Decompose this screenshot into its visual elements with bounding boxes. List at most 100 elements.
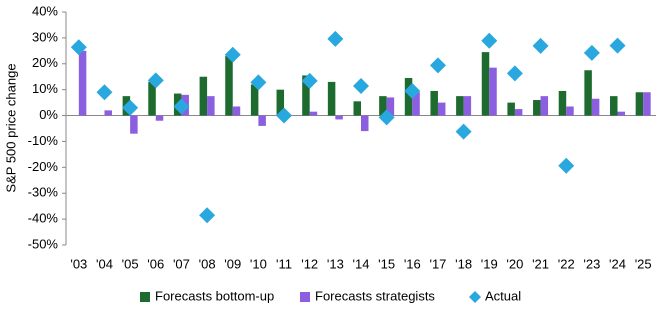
marker	[353, 78, 369, 95]
marker	[506, 65, 523, 82]
bar	[335, 115, 343, 120]
y-tick-label: -30%	[28, 185, 59, 200]
bar	[507, 102, 515, 116]
bar	[386, 97, 395, 116]
bar	[327, 81, 336, 116]
bar	[353, 101, 361, 116]
legend-swatch	[300, 292, 310, 302]
marker	[96, 84, 113, 101]
y-tick-label: -50%	[28, 236, 59, 251]
marker	[250, 74, 267, 91]
bar	[456, 96, 464, 116]
marker	[224, 46, 241, 63]
bar	[566, 106, 574, 116]
bar	[591, 98, 600, 116]
bar	[148, 81, 156, 116]
x-tick-label: '05	[122, 256, 139, 271]
bar	[258, 115, 266, 126]
bar	[481, 52, 490, 116]
y-tick-label: -40%	[28, 211, 59, 226]
bar	[276, 89, 285, 116]
x-tick-label: '09	[224, 256, 241, 271]
bar	[635, 92, 644, 116]
legend-swatch	[140, 292, 150, 302]
bar	[610, 96, 618, 116]
x-tick-label: '10	[250, 256, 267, 271]
x-tick-label: '14	[353, 256, 370, 271]
y-tick-label: 20%	[32, 55, 58, 70]
legend-label: Forecasts bottom-up	[155, 288, 274, 303]
bar	[489, 67, 497, 116]
bar	[463, 96, 472, 116]
x-tick-label: '11	[276, 256, 292, 271]
x-tick-label: '12	[301, 256, 318, 271]
bar	[361, 115, 369, 132]
x-tick-label: '22	[558, 256, 575, 271]
bar	[617, 111, 626, 116]
y-tick-label: 30%	[32, 29, 58, 44]
marker	[70, 39, 87, 56]
x-tick-label: '13	[327, 256, 344, 271]
y-tick-label: 40%	[32, 3, 58, 18]
x-tick-label: '20	[506, 256, 523, 271]
marker	[378, 109, 395, 126]
marker	[429, 57, 446, 74]
marker	[122, 99, 139, 116]
bar	[78, 50, 87, 116]
x-tick-label: '04	[96, 256, 113, 271]
x-tick-label: '18	[455, 256, 472, 271]
marker	[609, 37, 626, 54]
bar	[514, 109, 523, 116]
marker	[404, 82, 421, 99]
x-tick-label: '03	[70, 256, 87, 271]
bar	[643, 92, 651, 116]
y-tick-label: 10%	[32, 81, 58, 96]
x-tick-label: '24	[609, 256, 626, 271]
marker	[583, 44, 600, 61]
bar	[302, 75, 310, 116]
y-tick-label: 0%	[39, 107, 58, 122]
bar	[558, 90, 567, 116]
bar	[404, 78, 413, 116]
x-tick-label: '19	[481, 256, 498, 271]
marker	[147, 72, 164, 89]
bar	[155, 115, 164, 121]
x-tick-label: '16	[404, 256, 421, 271]
bar	[199, 76, 208, 116]
y-axis-title: S&P 500 price change	[3, 63, 18, 192]
bar	[250, 84, 259, 116]
marker	[276, 107, 293, 124]
x-tick-label: '07	[173, 256, 190, 271]
bar	[309, 111, 318, 116]
bar	[437, 102, 446, 116]
x-tick-label: '23	[583, 256, 600, 271]
bar	[533, 100, 541, 116]
bar	[379, 96, 387, 116]
bar	[225, 56, 233, 116]
x-tick-label: '15	[378, 256, 395, 271]
bar	[412, 92, 420, 116]
bar	[584, 70, 592, 116]
marker	[558, 157, 575, 174]
x-tick-label: '25	[635, 256, 652, 271]
x-tick-label: '17	[429, 256, 446, 271]
marker	[532, 37, 549, 54]
legend-swatch	[469, 291, 481, 303]
x-tick-label: '08	[199, 256, 216, 271]
marker	[199, 207, 216, 224]
y-tick-label: -10%	[28, 133, 59, 148]
marker	[173, 98, 190, 115]
marker	[455, 123, 472, 140]
marker	[301, 72, 318, 89]
bar	[207, 96, 215, 116]
x-tick-label: '21	[532, 256, 549, 271]
bar	[104, 110, 112, 116]
legend-label: Forecasts strategists	[315, 288, 435, 303]
bar	[430, 90, 438, 116]
y-tick-label: -20%	[28, 159, 59, 174]
bar	[130, 115, 138, 134]
bar	[232, 106, 241, 116]
marker	[327, 30, 344, 47]
legend-label: Actual	[485, 288, 521, 303]
